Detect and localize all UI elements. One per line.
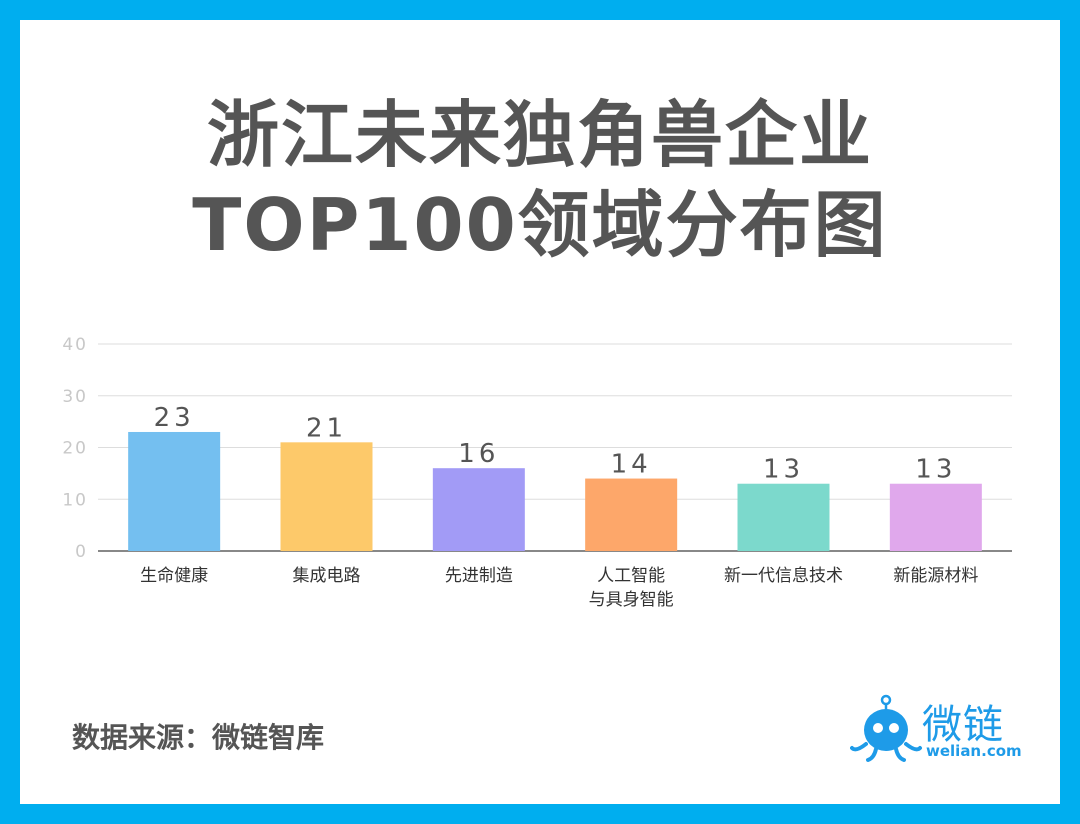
bar-value-label: 23 [154,403,195,433]
y-tick-label: 30 [62,387,88,407]
x-category-label: 新一代信息技术 [724,566,843,586]
chart-title: 浙江未来独角兽企业 TOP100领域分布图 [20,90,1060,270]
bar-value-label: 21 [306,413,347,443]
bar-value-label: 16 [458,439,499,469]
bar-value-label: 13 [915,455,956,485]
x-category-label: 人工智能 [597,566,665,586]
data-source-label: 数据来源：微链智库 [72,721,325,754]
mascot-icon [850,694,922,762]
x-category-label: 生命健康 [140,566,208,586]
chart-title-line-1: 浙江未来独角兽企业 [206,93,873,177]
chart-title-line-2: TOP100领域分布图 [192,183,888,267]
logo-url: welian.com [926,742,1022,760]
y-tick-label: 10 [62,490,88,510]
x-category-label: 集成电路 [293,566,361,586]
poster-frame: 浙江未来独角兽企业 TOP100领域分布图 0 10 20 30 40 23 生命健康 21 集… [20,20,1060,804]
bar [889,483,982,551]
bar [585,478,678,551]
y-tick-label: 20 [62,439,88,459]
bar-value-label: 13 [763,455,804,485]
x-category-label: 与具身智能 [589,590,674,610]
bar [737,483,830,551]
bar [280,442,373,551]
logo-wordmark: 微链 [922,702,1004,748]
x-category-label: 新能源材料 [893,566,978,586]
x-category-label: 先进制造 [445,566,513,586]
welian-logo: 微链 welian.com [850,686,1050,766]
bar [432,468,525,551]
y-tick-label: 0 [75,542,88,562]
bar-value-label: 14 [611,450,652,480]
bar [128,431,221,551]
y-tick-label: 40 [62,335,88,355]
